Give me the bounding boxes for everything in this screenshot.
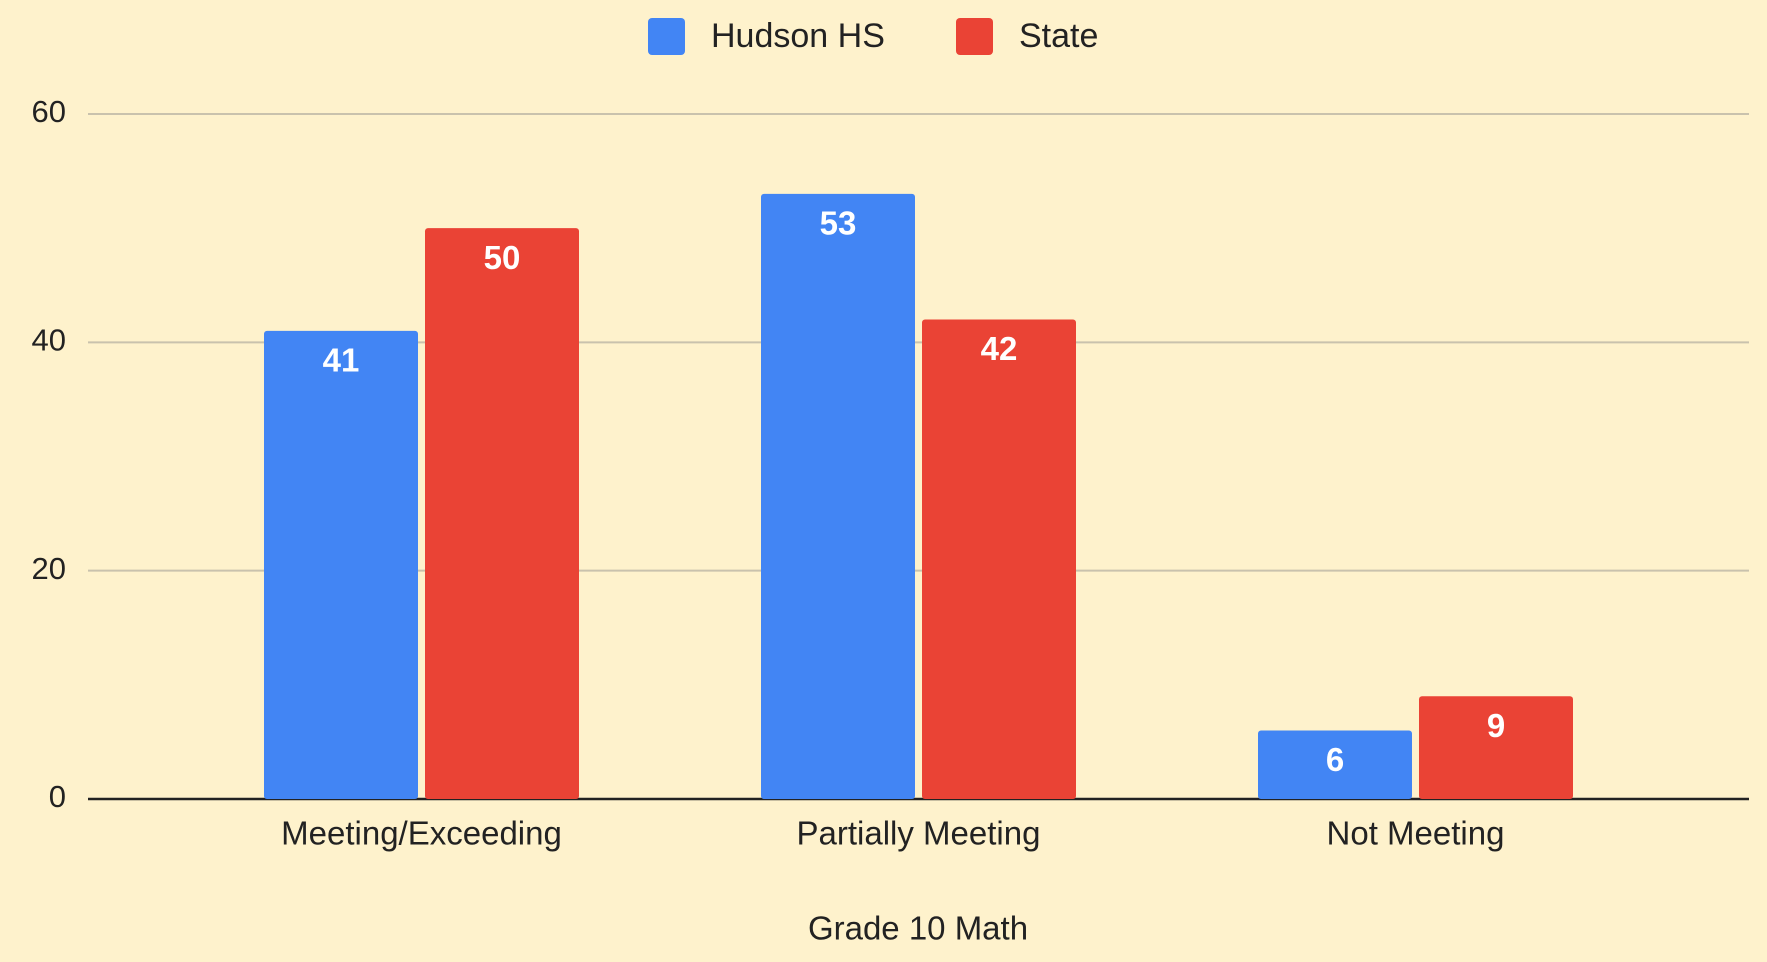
data-label: 50 <box>484 239 521 276</box>
bar <box>761 193 915 799</box>
bar <box>1258 730 1412 799</box>
y-tick-label: 40 <box>32 323 66 358</box>
y-tick-label: 60 <box>32 94 66 129</box>
bar <box>425 228 579 799</box>
x-axis-title: Grade 10 Math <box>808 910 1028 947</box>
bar <box>922 319 1076 799</box>
data-label: 9 <box>1487 707 1505 744</box>
legend-label: Hudson HS <box>711 17 885 55</box>
data-label: 6 <box>1326 741 1344 778</box>
x-tick-label: Not Meeting <box>1327 815 1505 852</box>
x-tick-label: Partially Meeting <box>797 815 1041 852</box>
data-label: 41 <box>323 342 360 379</box>
bar <box>1419 696 1573 799</box>
bar <box>264 330 418 799</box>
legend-label: State <box>1019 17 1098 55</box>
y-tick-label: 20 <box>32 551 66 586</box>
legend-swatch <box>648 18 685 55</box>
x-tick-label: Meeting/Exceeding <box>281 815 562 852</box>
legend-swatch <box>956 18 993 55</box>
y-tick-label: 0 <box>49 779 66 814</box>
data-label: 42 <box>981 330 1018 367</box>
data-label: 53 <box>820 205 857 242</box>
